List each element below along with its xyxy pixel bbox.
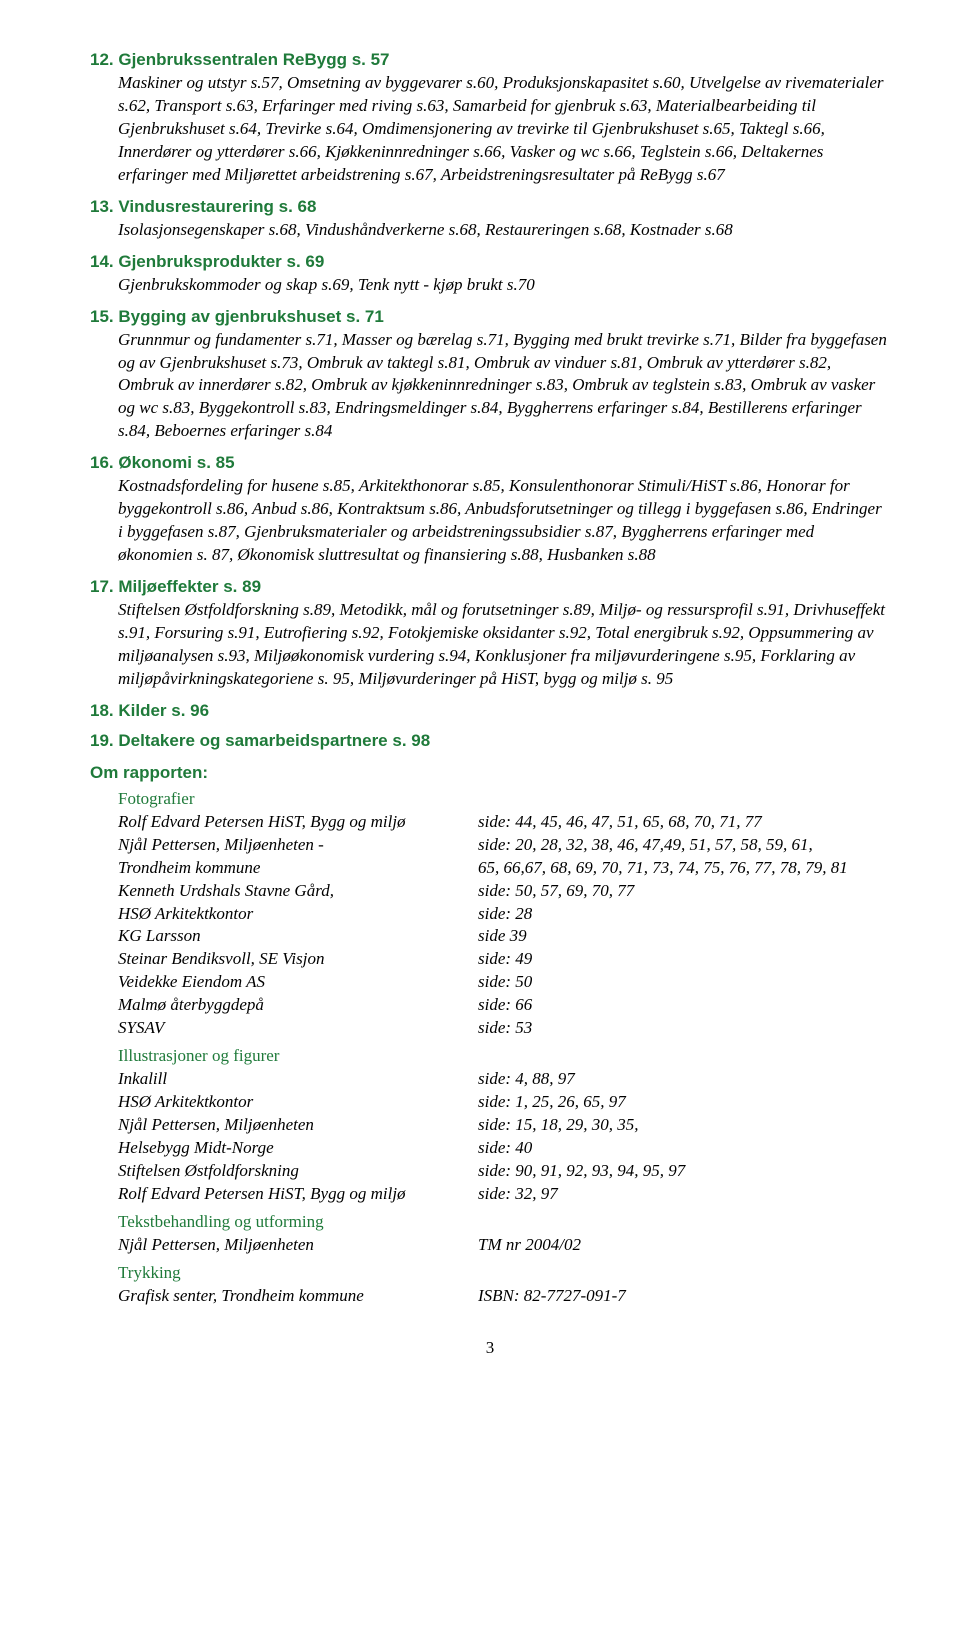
credit-pages: side: 49 bbox=[478, 948, 890, 971]
section-heading: 19. Deltakere og samarbeidspartnere s. 9… bbox=[90, 731, 890, 751]
credit-name: Trondheim kommune bbox=[118, 857, 478, 880]
table-row: Helsebygg Midt-Norgeside: 40 bbox=[118, 1137, 890, 1160]
photographs-label: Fotografier bbox=[118, 789, 890, 809]
credit-pages: side: 4, 88, 97 bbox=[478, 1068, 890, 1091]
toc-section-19: 19. Deltakere og samarbeidspartnere s. 9… bbox=[90, 731, 890, 751]
credit-name: HSØ Arkitektkontor bbox=[118, 903, 478, 926]
table-row: Rolf Edvard Petersen HiST, Bygg og miljø… bbox=[118, 811, 890, 834]
credit-name: Veidekke Eiendom AS bbox=[118, 971, 478, 994]
credit-name: Njål Pettersen, Miljøenheten bbox=[118, 1234, 478, 1257]
text-processing-table: Njål Pettersen, Miljøenheten TM nr 2004/… bbox=[118, 1234, 890, 1257]
toc-section-17: 17. Miljøeffekter s. 89 Stiftelsen Østfo… bbox=[90, 577, 890, 691]
credit-pages: side: 28 bbox=[478, 903, 890, 926]
credit-name: Malmø återbyggdepå bbox=[118, 994, 478, 1017]
section-heading: 17. Miljøeffekter s. 89 bbox=[90, 577, 890, 597]
table-row: Njål Pettersen, Miljøenheten TM nr 2004/… bbox=[118, 1234, 890, 1257]
section-heading: 15. Bygging av gjenbrukshuset s. 71 bbox=[90, 307, 890, 327]
credit-pages: side: 1, 25, 26, 65, 97 bbox=[478, 1091, 890, 1114]
toc-section-13: 13. Vindusrestaurering s. 68 Isolasjonse… bbox=[90, 197, 890, 242]
text-processing-label: Tekstbehandling og utforming bbox=[118, 1212, 890, 1232]
document-page: 12. Gjenbrukssentralen ReBygg s. 57 Mask… bbox=[0, 0, 960, 1398]
credit-name: Grafisk senter, Trondheim kommune bbox=[118, 1285, 478, 1308]
section-heading: 13. Vindusrestaurering s. 68 bbox=[90, 197, 890, 217]
table-row: Grafisk senter, Trondheim kommuneISBN: 8… bbox=[118, 1285, 890, 1308]
isbn: ISBN: 82-7727-091-7 bbox=[478, 1285, 890, 1308]
table-row: Njål Pettersen, Miljøenheten -side: 20, … bbox=[118, 834, 890, 857]
credit-name: Inkalill bbox=[118, 1068, 478, 1091]
toc-section-15: 15. Bygging av gjenbrukshuset s. 71 Grun… bbox=[90, 307, 890, 444]
credit-pages: side: 66 bbox=[478, 994, 890, 1017]
credit-pages: 65, 66,67, 68, 69, 70, 71, 73, 74, 75, 7… bbox=[478, 857, 890, 880]
illustrations-table: Inkalillside: 4, 88, 97 HSØ Arkitektkont… bbox=[118, 1068, 890, 1206]
section-body: Kostnadsfordeling for husene s.85, Arkit… bbox=[118, 475, 890, 567]
photographs-table: Rolf Edvard Petersen HiST, Bygg og miljø… bbox=[118, 811, 890, 1040]
about-report-heading: Om rapporten: bbox=[90, 763, 890, 783]
section-heading: 18. Kilder s. 96 bbox=[90, 701, 890, 721]
table-row: Veidekke Eiendom ASside: 50 bbox=[118, 971, 890, 994]
table-row: Trondheim kommune 65, 66,67, 68, 69, 70,… bbox=[118, 857, 890, 880]
credit-pages: side 39 bbox=[478, 925, 890, 948]
table-row: HSØ Arkitektkontorside: 1, 25, 26, 65, 9… bbox=[118, 1091, 890, 1114]
credit-pages: side: 53 bbox=[478, 1017, 890, 1040]
section-body: Gjenbrukskommoder og skap s.69, Tenk nyt… bbox=[118, 274, 890, 297]
toc-section-14: 14. Gjenbruksprodukter s. 69 Gjenbruksko… bbox=[90, 252, 890, 297]
table-row: Njål Pettersen, Miljøenhetenside: 15, 18… bbox=[118, 1114, 890, 1137]
credit-pages: side: 50, 57, 69, 70, 77 bbox=[478, 880, 890, 903]
credit-ref: TM nr 2004/02 bbox=[478, 1234, 890, 1257]
toc-section-18: 18. Kilder s. 96 bbox=[90, 701, 890, 721]
credit-pages: side: 15, 18, 29, 30, 35, bbox=[478, 1114, 890, 1137]
credit-name: Steinar Bendiksvoll, SE Visjon bbox=[118, 948, 478, 971]
section-body: Stiftelsen Østfoldforskning s.89, Metodi… bbox=[118, 599, 890, 691]
credit-name: Kenneth Urdshals Stavne Gård, bbox=[118, 880, 478, 903]
section-heading: 14. Gjenbruksprodukter s. 69 bbox=[90, 252, 890, 272]
table-row: KG Larssonside 39 bbox=[118, 925, 890, 948]
credit-name: Rolf Edvard Petersen HiST, Bygg og miljø bbox=[118, 811, 478, 834]
credit-name: HSØ Arkitektkontor bbox=[118, 1091, 478, 1114]
table-row: SYSAVside: 53 bbox=[118, 1017, 890, 1040]
credit-pages: side: 90, 91, 92, 93, 94, 95, 97 bbox=[478, 1160, 890, 1183]
credit-name: Stiftelsen Østfoldforskning bbox=[118, 1160, 478, 1183]
table-row: Rolf Edvard Petersen HiST, Bygg og miljø… bbox=[118, 1183, 890, 1206]
page-number: 3 bbox=[90, 1338, 890, 1358]
table-row: Malmø återbyggdepåside: 66 bbox=[118, 994, 890, 1017]
credit-name: Helsebygg Midt-Norge bbox=[118, 1137, 478, 1160]
section-heading: 16. Økonomi s. 85 bbox=[90, 453, 890, 473]
credit-name: Njål Pettersen, Miljøenheten bbox=[118, 1114, 478, 1137]
printing-label: Trykking bbox=[118, 1263, 890, 1283]
credit-pages: side: 44, 45, 46, 47, 51, 65, 68, 70, 71… bbox=[478, 811, 890, 834]
table-row: Stiftelsen Østfoldforskningside: 90, 91,… bbox=[118, 1160, 890, 1183]
credit-name: Njål Pettersen, Miljøenheten - bbox=[118, 834, 478, 857]
credit-pages: side: 32, 97 bbox=[478, 1183, 890, 1206]
table-row: Inkalillside: 4, 88, 97 bbox=[118, 1068, 890, 1091]
credit-name: SYSAV bbox=[118, 1017, 478, 1040]
printing-table: Grafisk senter, Trondheim kommuneISBN: 8… bbox=[118, 1285, 890, 1308]
credit-pages: side: 50 bbox=[478, 971, 890, 994]
section-body: Maskiner og utstyr s.57, Omsetning av by… bbox=[118, 72, 890, 187]
credit-pages: side: 20, 28, 32, 38, 46, 47,49, 51, 57,… bbox=[478, 834, 890, 857]
section-heading: 12. Gjenbrukssentralen ReBygg s. 57 bbox=[90, 50, 890, 70]
section-body: Isolasjonsegenskaper s.68, Vindushåndver… bbox=[118, 219, 890, 242]
table-row: HSØ Arkitektkontorside: 28 bbox=[118, 903, 890, 926]
credit-name: Rolf Edvard Petersen HiST, Bygg og miljø bbox=[118, 1183, 478, 1206]
table-row: Kenneth Urdshals Stavne Gård,side: 50, 5… bbox=[118, 880, 890, 903]
toc-section-12: 12. Gjenbrukssentralen ReBygg s. 57 Mask… bbox=[90, 50, 890, 187]
section-body: Grunnmur og fundamenter s.71, Masser og … bbox=[118, 329, 890, 444]
credit-pages: side: 40 bbox=[478, 1137, 890, 1160]
illustrations-label: Illustrasjoner og figurer bbox=[118, 1046, 890, 1066]
credit-name: KG Larsson bbox=[118, 925, 478, 948]
toc-section-16: 16. Økonomi s. 85 Kostnadsfordeling for … bbox=[90, 453, 890, 567]
table-row: Steinar Bendiksvoll, SE Visjonside: 49 bbox=[118, 948, 890, 971]
